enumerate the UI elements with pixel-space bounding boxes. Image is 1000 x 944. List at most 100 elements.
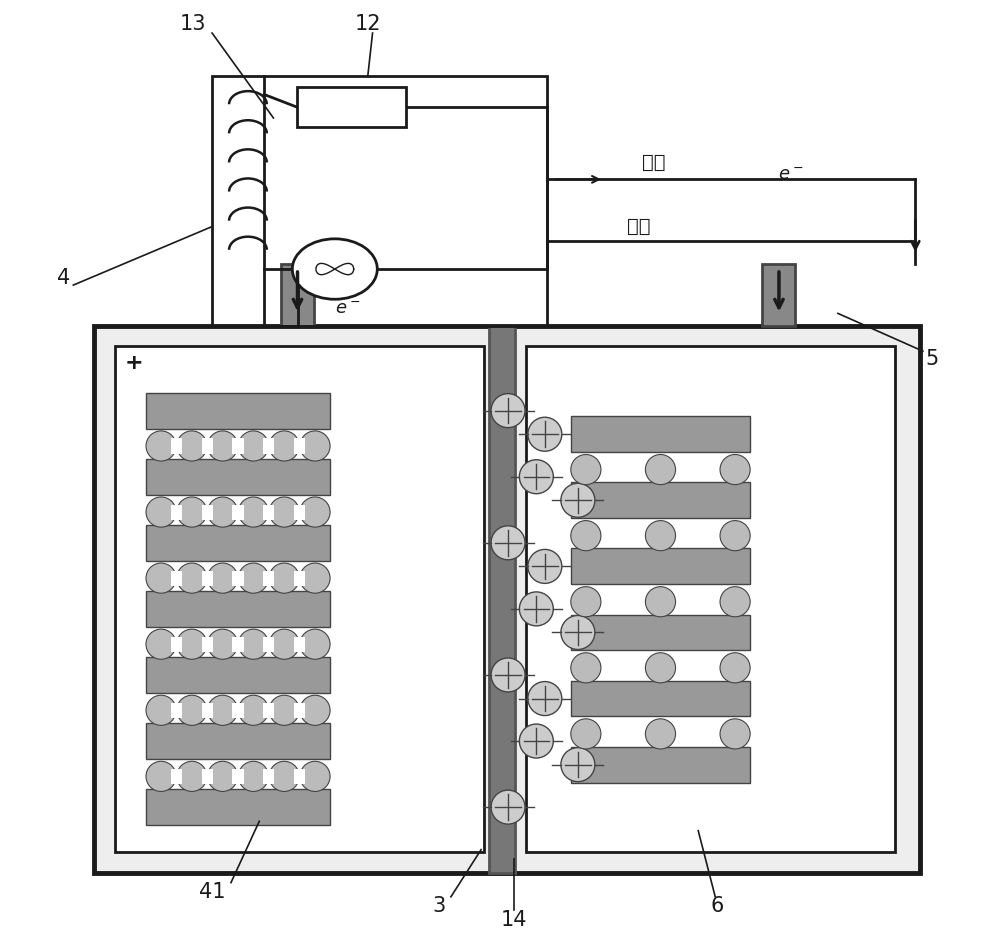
Bar [263,570,274,585]
Bar [690,660,705,675]
Bar [526,346,895,852]
Bar [263,768,274,784]
Circle shape [269,761,299,791]
Text: 4: 4 [57,268,70,289]
Circle shape [177,695,207,725]
Bar [202,504,213,519]
Circle shape [645,652,676,683]
Bar [690,726,705,741]
Bar [202,768,213,784]
Circle shape [146,430,176,461]
Circle shape [300,629,330,659]
Circle shape [720,454,750,484]
Circle shape [720,586,750,616]
Bar [571,747,750,783]
Bar [571,416,750,452]
Circle shape [720,520,750,550]
Text: 充电: 充电 [642,153,665,172]
Bar [690,528,705,543]
Circle shape [300,563,330,593]
Text: $e^-$: $e^-$ [778,165,804,184]
Circle shape [146,629,176,659]
Bar [616,594,631,609]
Bar [171,636,182,651]
Bar [202,438,213,453]
Bar [616,660,631,675]
Bar [202,636,213,651]
Circle shape [300,497,330,527]
Circle shape [528,417,562,451]
Bar [571,681,750,716]
Bar [297,87,406,127]
Bar [294,438,305,453]
Circle shape [269,563,299,593]
Text: 6: 6 [710,896,724,917]
Circle shape [300,430,330,461]
Circle shape [269,497,299,527]
Circle shape [208,761,238,791]
Bar [146,657,330,693]
Bar [232,702,244,717]
Ellipse shape [292,239,377,299]
Circle shape [146,695,176,725]
Bar [115,346,484,852]
Circle shape [208,430,238,461]
Circle shape [720,652,750,683]
Circle shape [571,652,601,683]
Circle shape [238,695,269,725]
Circle shape [146,761,176,791]
Bar [263,438,274,453]
Bar [690,462,705,477]
Text: +: + [124,353,143,374]
Bar [232,570,244,585]
Circle shape [146,497,176,527]
Text: 放电: 放电 [627,217,651,236]
Circle shape [645,718,676,749]
Circle shape [561,748,595,782]
Circle shape [571,586,601,616]
Bar [263,702,274,717]
Bar [146,789,330,825]
Circle shape [519,724,553,758]
Bar [212,76,547,326]
Bar [171,768,182,784]
Circle shape [238,497,269,527]
Circle shape [491,526,525,560]
Bar [263,504,274,519]
Circle shape [177,497,207,527]
Text: 12: 12 [355,13,381,34]
Bar [294,636,305,651]
Bar [202,702,213,717]
Bar [571,482,750,518]
Circle shape [491,394,525,428]
Circle shape [645,586,676,616]
Circle shape [571,454,601,484]
Circle shape [208,629,238,659]
Text: 41: 41 [199,882,225,902]
Bar [571,615,750,650]
Circle shape [645,454,676,484]
Circle shape [269,430,299,461]
Bar [232,636,244,651]
Circle shape [645,520,676,550]
Bar [232,504,244,519]
Circle shape [208,563,238,593]
Circle shape [177,563,207,593]
Bar [146,459,330,495]
Circle shape [269,629,299,659]
Circle shape [720,718,750,749]
Circle shape [561,615,595,649]
Bar [202,570,213,585]
Text: 14: 14 [501,910,527,931]
Bar [762,264,795,326]
Circle shape [561,483,595,517]
Text: 13: 13 [180,13,206,34]
Bar [616,726,631,741]
Circle shape [269,695,299,725]
Circle shape [208,497,238,527]
Circle shape [238,629,269,659]
Circle shape [491,790,525,824]
Circle shape [300,695,330,725]
Circle shape [571,718,601,749]
Circle shape [208,695,238,725]
